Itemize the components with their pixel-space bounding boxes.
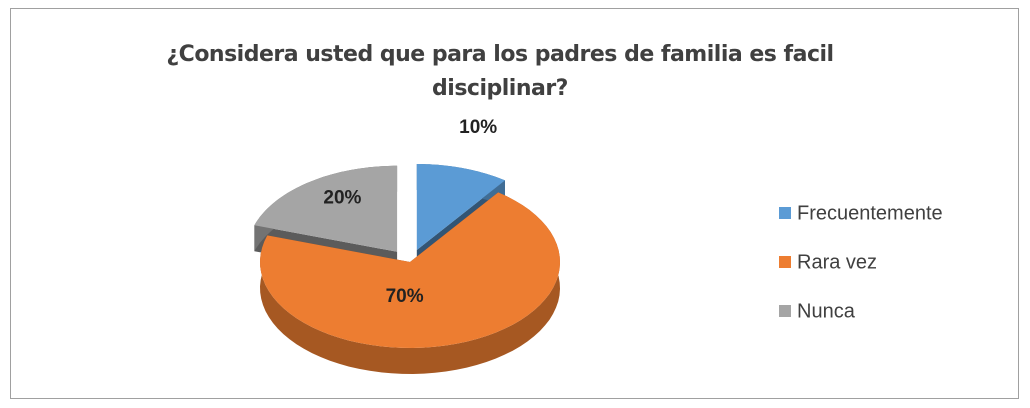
slice-top [260,192,560,348]
legend-label: Frecuentemente [797,202,943,224]
legend-swatch [779,305,791,317]
slice [260,192,560,374]
data-label: 20% [323,188,361,209]
legend-label: Rara vez [797,251,877,273]
legend-label: Nunca [797,300,856,322]
chart-title: ¿Considera usted que para los padres de … [166,42,834,101]
slice-top [416,164,505,250]
slice-top [254,165,398,252]
legend-swatch [779,207,791,219]
data-label: 70% [386,286,424,307]
legend-swatch [779,256,791,268]
data-label: 10% [459,117,497,138]
